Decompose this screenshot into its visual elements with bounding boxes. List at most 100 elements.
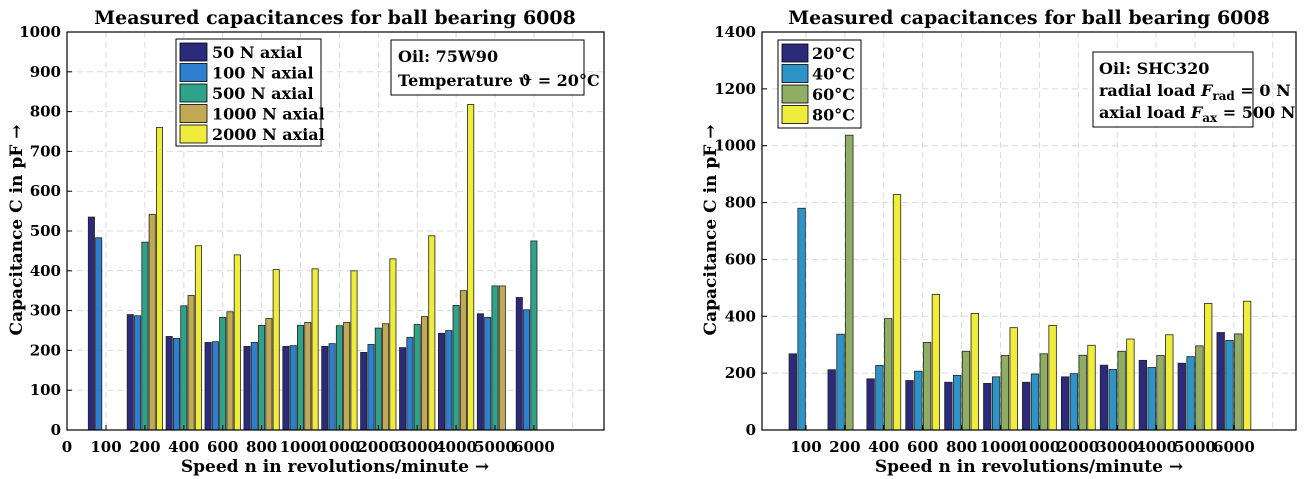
y-tick-label: 800 bbox=[30, 103, 61, 121]
bar bbox=[187, 295, 195, 431]
x-tick-label: 3000 bbox=[396, 438, 438, 456]
bars bbox=[87, 104, 538, 431]
bar bbox=[922, 342, 932, 431]
annotation-line-radial-load: radial load Frad = 0 N bbox=[1099, 81, 1291, 103]
legend-swatch bbox=[781, 84, 809, 104]
legend-swatch bbox=[179, 83, 208, 103]
y-tick-label: 1000 bbox=[714, 137, 756, 155]
x-tick-label: 6000 bbox=[1213, 438, 1255, 456]
legend-swatch bbox=[781, 64, 809, 83]
legend-swatch bbox=[179, 42, 208, 62]
bar bbox=[172, 338, 180, 431]
bar bbox=[194, 245, 202, 431]
plot-frame bbox=[761, 31, 1297, 431]
bar bbox=[211, 341, 219, 431]
x-tick-label: 4000 bbox=[435, 438, 477, 456]
bar bbox=[1030, 373, 1040, 431]
annotation-frame bbox=[390, 39, 585, 96]
bar bbox=[931, 293, 941, 431]
bar bbox=[165, 336, 173, 431]
bar bbox=[970, 313, 979, 431]
x-tick-label: 3000 bbox=[1096, 438, 1138, 456]
bar bbox=[1060, 376, 1070, 431]
y-tick-label: 400 bbox=[30, 262, 61, 280]
bar bbox=[1078, 354, 1087, 431]
bar bbox=[296, 324, 304, 431]
x-tick-label: 1000 bbox=[1019, 438, 1061, 456]
y-tick-label: 0 bbox=[51, 421, 61, 439]
bar bbox=[845, 134, 854, 431]
x-tick-label: 100 bbox=[90, 438, 121, 456]
x-tick-label: 1000 bbox=[280, 438, 322, 456]
x-axis-label: Speed n in revolutions/minute → bbox=[875, 457, 1183, 477]
bar bbox=[1165, 334, 1174, 431]
y-tick-label: 600 bbox=[725, 250, 756, 268]
legend-label: 80°C bbox=[812, 106, 855, 125]
chart-left: Measured capacitances for ball bearing 6… bbox=[7, 7, 605, 477]
y-tick-label: 600 bbox=[30, 182, 61, 200]
y-tick-label: 0 bbox=[746, 421, 756, 439]
bar bbox=[983, 382, 992, 431]
legend-label: 50 N axial bbox=[212, 43, 302, 62]
bar bbox=[126, 314, 134, 431]
x-tick-label: 5000 bbox=[1174, 438, 1216, 456]
bar bbox=[797, 207, 806, 431]
bar bbox=[399, 347, 407, 431]
bar bbox=[1117, 350, 1126, 431]
y-tick-label: 400 bbox=[725, 307, 756, 325]
bar bbox=[304, 322, 312, 431]
chart-right: Measured capacitances for ball bearing 6… bbox=[701, 7, 1297, 477]
bar bbox=[961, 350, 971, 431]
y-tick-label: 200 bbox=[725, 364, 756, 382]
bar bbox=[1177, 362, 1186, 431]
y-axis-label: Capacitance C in pF → bbox=[701, 125, 721, 336]
bar bbox=[1242, 300, 1252, 431]
bar bbox=[265, 318, 273, 431]
bar bbox=[389, 258, 397, 431]
x-tick-label: 400 bbox=[868, 438, 899, 456]
bar bbox=[87, 216, 95, 431]
bar bbox=[350, 270, 358, 431]
y-tick-labels: 0 100 200 300 400 500 600 700 800 900 1000 bbox=[19, 23, 61, 439]
bar bbox=[360, 351, 368, 431]
bar bbox=[1195, 345, 1204, 431]
x-tick-label: 800 bbox=[246, 438, 277, 456]
bar bbox=[1138, 359, 1148, 431]
bar bbox=[382, 323, 390, 431]
x-tick-label: 600 bbox=[207, 438, 238, 456]
x-tick-label: 5000 bbox=[474, 438, 516, 456]
bar bbox=[1147, 367, 1156, 431]
bar bbox=[272, 269, 280, 431]
y-tick-label: 900 bbox=[30, 63, 61, 81]
legend-label: 500 N axial bbox=[212, 84, 314, 103]
annotation-line-temperature: Temperature ϑ = 20°C bbox=[398, 71, 600, 90]
legend-label: 60°C bbox=[812, 85, 855, 104]
chart-title: Measured capacitances for ball bearing 6… bbox=[788, 7, 1270, 29]
bar bbox=[953, 375, 962, 431]
legend-swatch bbox=[179, 63, 208, 82]
bar bbox=[515, 297, 523, 431]
bar bbox=[1009, 327, 1018, 431]
y-tick-label: 200 bbox=[30, 341, 61, 359]
bar bbox=[1000, 355, 1010, 431]
annotation-line-axial-load: axial load Fax = 500 N bbox=[1099, 103, 1295, 125]
bar bbox=[1156, 355, 1165, 431]
x-tick-label: 1000 bbox=[319, 438, 361, 456]
plot-frame bbox=[66, 31, 605, 431]
bar bbox=[289, 345, 297, 431]
bar bbox=[491, 285, 499, 431]
bar bbox=[1048, 324, 1057, 431]
bar bbox=[134, 315, 142, 431]
bar bbox=[884, 318, 893, 431]
bar bbox=[406, 336, 414, 431]
x-axis-label: Speed n in revolutions/minute → bbox=[181, 457, 489, 477]
bar bbox=[413, 324, 421, 431]
x-tick-label: 6000 bbox=[513, 438, 555, 456]
bar bbox=[1225, 340, 1234, 431]
annotation-line-oil: Oil: SHC320 bbox=[1099, 59, 1209, 78]
y-tick-label: 800 bbox=[725, 194, 756, 212]
bar bbox=[788, 353, 797, 431]
bar bbox=[827, 369, 836, 431]
